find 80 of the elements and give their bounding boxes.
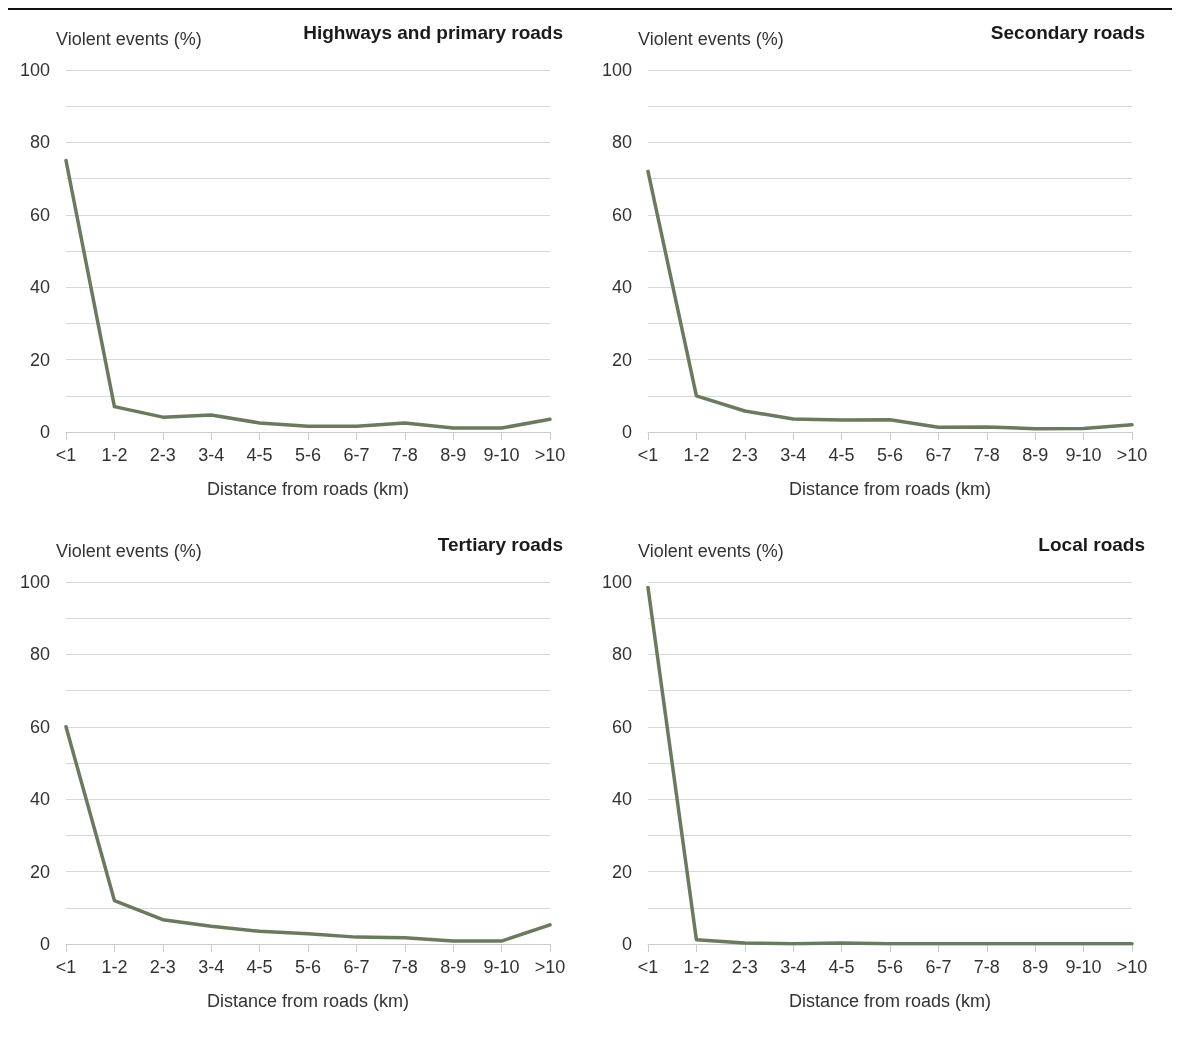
y-tick-label: 60: [611, 716, 632, 737]
x-tick-label: 6-7: [343, 445, 370, 465]
y-tick-label: 40: [611, 277, 632, 298]
x-tick-label: 8-9: [440, 957, 467, 977]
y-tick-label: 20: [611, 349, 632, 370]
x-tick-label: 3-4: [780, 957, 807, 977]
x-tick-label: 5-6: [294, 445, 322, 465]
x-tick-label: 7-8: [973, 445, 1000, 465]
x-tick-label: 4-5: [246, 957, 273, 977]
y-tick-label: 40: [29, 789, 50, 810]
y-tick-label: 60: [29, 204, 50, 225]
y-tick-label: 60: [611, 204, 632, 225]
x-axis-title: Distance from roads (km): [788, 991, 992, 1011]
y-tick-label: 20: [29, 349, 50, 370]
x-tick-label: 1-2: [683, 957, 710, 977]
y-tick-label: 0: [39, 934, 50, 954]
x-tick-label: 4-5: [828, 957, 855, 977]
x-tick-label: 8-9: [440, 445, 467, 465]
x-axis-title: Distance from roads (km): [206, 991, 410, 1011]
x-tick-label: 3-4: [198, 957, 225, 977]
x-tick-label: >10: [1116, 445, 1148, 465]
x-tick-label: <1: [55, 445, 77, 465]
x-tick-label: >10: [534, 957, 566, 977]
x-tick-label: 4-5: [828, 445, 855, 465]
x-tick-label: 3-4: [780, 445, 807, 465]
x-tick-label: 2-3: [731, 445, 758, 465]
y-axis-title: Violent events (%): [638, 541, 784, 561]
y-tick-label: 100: [19, 572, 50, 592]
y-tick-label: 60: [29, 716, 50, 737]
chart-title: Secondary roads: [990, 22, 1145, 43]
y-tick-label: 80: [611, 644, 632, 665]
x-tick-label: 9-10: [483, 445, 520, 465]
x-tick-label: 7-8: [973, 957, 1000, 977]
y-tick-label: 0: [39, 422, 50, 442]
y-axis-title: Violent events (%): [56, 541, 202, 561]
y-tick-label: 100: [601, 572, 632, 592]
x-tick-label: 9-10: [1065, 445, 1102, 465]
x-tick-label: >10: [1116, 957, 1148, 977]
y-tick-label: 20: [611, 861, 632, 882]
y-axis-title: Violent events (%): [638, 29, 784, 49]
x-tick-label: 2-3: [149, 957, 176, 977]
y-tick-label: 80: [29, 644, 50, 665]
x-tick-label: <1: [637, 445, 659, 465]
x-tick-label: 8-9: [1022, 445, 1049, 465]
chart-title: Local roads: [1038, 534, 1146, 555]
x-tick-label: 5-6: [876, 957, 904, 977]
x-tick-label: 5-6: [876, 445, 904, 465]
x-tick-label: 1-2: [683, 445, 710, 465]
x-tick-label: 6-7: [925, 957, 952, 977]
y-tick-label: 100: [601, 60, 632, 80]
y-tick-label: 100: [19, 60, 50, 80]
chart-title: Tertiary roads: [437, 534, 563, 555]
x-tick-label: >10: [534, 445, 566, 465]
x-tick-label: 9-10: [1065, 957, 1102, 977]
y-tick-label: 40: [29, 277, 50, 298]
x-tick-label: 2-3: [149, 445, 176, 465]
x-tick-label: <1: [637, 957, 659, 977]
x-axis-title: Distance from roads (km): [788, 479, 992, 499]
x-tick-label: 8-9: [1022, 957, 1049, 977]
x-tick-label: 1-2: [101, 957, 128, 977]
x-tick-label: 6-7: [343, 957, 370, 977]
y-tick-label: 40: [611, 789, 632, 810]
x-tick-label: 9-10: [483, 957, 520, 977]
y-tick-label: 80: [29, 132, 50, 153]
y-axis-title: Violent events (%): [56, 29, 202, 49]
x-tick-label: 4-5: [246, 445, 273, 465]
y-tick-label: 20: [29, 861, 50, 882]
y-tick-label: 0: [621, 934, 632, 954]
y-tick-label: 0: [621, 422, 632, 442]
x-tick-label: 3-4: [198, 445, 225, 465]
x-tick-label: 7-8: [391, 445, 418, 465]
x-axis-title: Distance from roads (km): [206, 479, 410, 499]
x-tick-label: 7-8: [391, 957, 418, 977]
x-tick-label: 6-7: [925, 445, 952, 465]
x-tick-label: 2-3: [731, 957, 758, 977]
x-tick-label: 1-2: [101, 445, 128, 465]
chart-title: Highways and primary roads: [303, 22, 563, 43]
y-tick-label: 80: [611, 132, 632, 153]
x-tick-label: 5-6: [294, 957, 322, 977]
x-tick-label: <1: [55, 957, 77, 977]
